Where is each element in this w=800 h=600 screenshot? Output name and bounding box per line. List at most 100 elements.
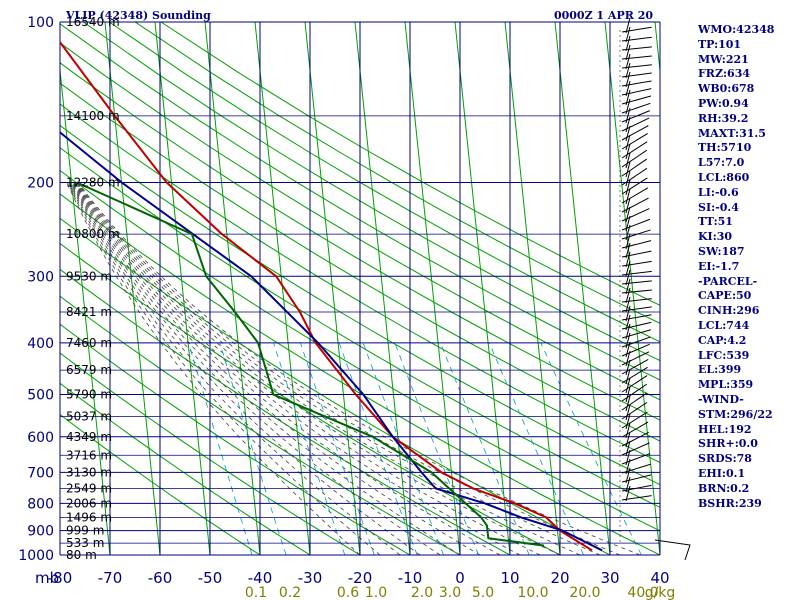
temperature-tick-label: -70	[98, 569, 123, 587]
index-item: LFC:539	[698, 348, 750, 362]
wind-barb	[621, 383, 648, 402]
temperature-profile	[60, 40, 593, 552]
wind-barb-feather	[625, 233, 631, 250]
wind-barb-feather	[625, 116, 631, 133]
wind-barb-feather	[625, 467, 631, 484]
wind-barb-feather	[625, 197, 631, 214]
height-label: 3716 m	[66, 448, 112, 462]
height-label: 14100 m	[66, 109, 120, 123]
index-item: WMO:42348	[698, 23, 775, 36]
wind-barb	[621, 158, 648, 177]
isotherm-line	[604, 22, 660, 555]
wind-barb-feather	[625, 413, 631, 430]
height-label: 2006 m	[66, 496, 112, 510]
wind-barb	[621, 358, 649, 375]
wind-barb	[621, 270, 652, 276]
station-title: VLIP (42348) Sounding	[65, 9, 211, 22]
height-label: 5790 m	[66, 388, 112, 402]
wind-barb	[621, 64, 652, 69]
height-label: 533 m	[66, 536, 104, 550]
height-label: 6579 m	[66, 363, 112, 377]
height-label: 3130 m	[66, 465, 112, 479]
index-item: LCL:860	[698, 170, 750, 184]
moist-adiabat-line	[69, 182, 441, 555]
dry-adiabat-line	[60, 23, 660, 381]
wind-barb-feather	[625, 71, 631, 88]
wind-barb	[621, 46, 652, 51]
wind-barb-feather	[625, 359, 631, 376]
mixing-ratio-label: 0.1	[245, 585, 267, 600]
wind-barb-column	[619, 17, 691, 561]
wind-barb	[621, 411, 648, 429]
moist-adiabat-line	[75, 182, 581, 555]
index-item: MW:221	[698, 52, 749, 66]
wind-barb-feather	[625, 440, 631, 457]
wind-barb-feather	[625, 107, 631, 124]
wind-barb	[621, 392, 648, 411]
index-item: -WIND-	[698, 392, 744, 406]
wind-barb-feather	[625, 251, 631, 268]
dry-adiabat-line	[108, 22, 660, 343]
wind-barb-feather	[625, 323, 631, 340]
wind-barb-feather	[625, 89, 631, 106]
wind-barb-feather	[625, 395, 631, 412]
mixing-ratio-line	[394, 342, 479, 555]
wind-barb	[621, 421, 649, 438]
mixing-ratio-line	[188, 342, 253, 555]
wind-barb	[621, 55, 652, 60]
height-label: 8421 m	[66, 305, 112, 319]
pressure-tick-label: 500	[27, 388, 54, 404]
index-item: HEL:192	[698, 422, 752, 436]
pressure-tick-label: 600	[27, 430, 54, 446]
sounding-time: 0000Z 1 APR 20	[554, 9, 653, 22]
dry-adiabat-line	[60, 42, 660, 401]
pressure-unit-label: mb	[35, 569, 59, 587]
temperature-tick-label: -20	[348, 569, 373, 587]
mixing-ratio-label: 1.0	[365, 585, 387, 600]
wind-barb-feather	[625, 341, 631, 358]
index-item: L57:7.0	[698, 156, 745, 170]
wind-barb-feather	[625, 476, 631, 493]
wind-barb-feather	[625, 404, 631, 421]
isotherm-line	[504, 22, 561, 555]
wind-barb	[621, 208, 650, 222]
index-item: MPL:359	[698, 378, 754, 392]
mixing-ratio-label: 0.6	[337, 585, 359, 600]
wind-barb-feather	[625, 449, 631, 466]
wind-barb-feather	[625, 179, 631, 196]
wind-barb-feather	[625, 368, 631, 385]
mixing-ratio-label: 0.2	[279, 585, 301, 600]
wind-barb-feather	[625, 80, 631, 97]
index-item: BRN:0.2	[698, 481, 750, 495]
temperature-tick-label: -50	[198, 569, 223, 587]
wind-barb-feather	[625, 431, 631, 448]
pressure-tick-label: 400	[27, 336, 54, 352]
dry-adiabat-line	[60, 82, 660, 442]
dry-adiabat-line	[60, 103, 660, 464]
temperature-tick-label: -60	[148, 569, 173, 587]
wind-barb-feather	[625, 287, 631, 304]
wind-barb	[621, 177, 648, 195]
moist-adiabat-line	[73, 182, 541, 555]
dry-adiabat-line	[134, 22, 660, 324]
mixing-ratio-label: g/kg	[645, 585, 676, 600]
wind-barb-feather	[625, 485, 631, 502]
index-item: CAP:4.2	[698, 333, 747, 347]
wind-barb	[621, 149, 648, 168]
index-item: EL:399	[698, 363, 742, 377]
mixing-ratio-label: 5.0	[472, 585, 494, 600]
parcel-trace	[60, 131, 603, 552]
height-label: 999 m	[66, 524, 104, 538]
wind-barb	[621, 401, 648, 420]
temperature-tick-label: 0	[455, 569, 465, 587]
height-label: 10800 m	[66, 227, 120, 241]
wind-barb	[621, 187, 649, 204]
wind-barb-feather	[625, 134, 631, 151]
dry-adiabat-line	[60, 124, 660, 486]
wind-barb-feather	[625, 206, 631, 223]
index-item: STM:296/22	[698, 407, 773, 421]
height-label: 4349 m	[66, 430, 112, 444]
wind-barb-feather	[625, 161, 631, 178]
dry-adiabat-line	[60, 413, 261, 555]
